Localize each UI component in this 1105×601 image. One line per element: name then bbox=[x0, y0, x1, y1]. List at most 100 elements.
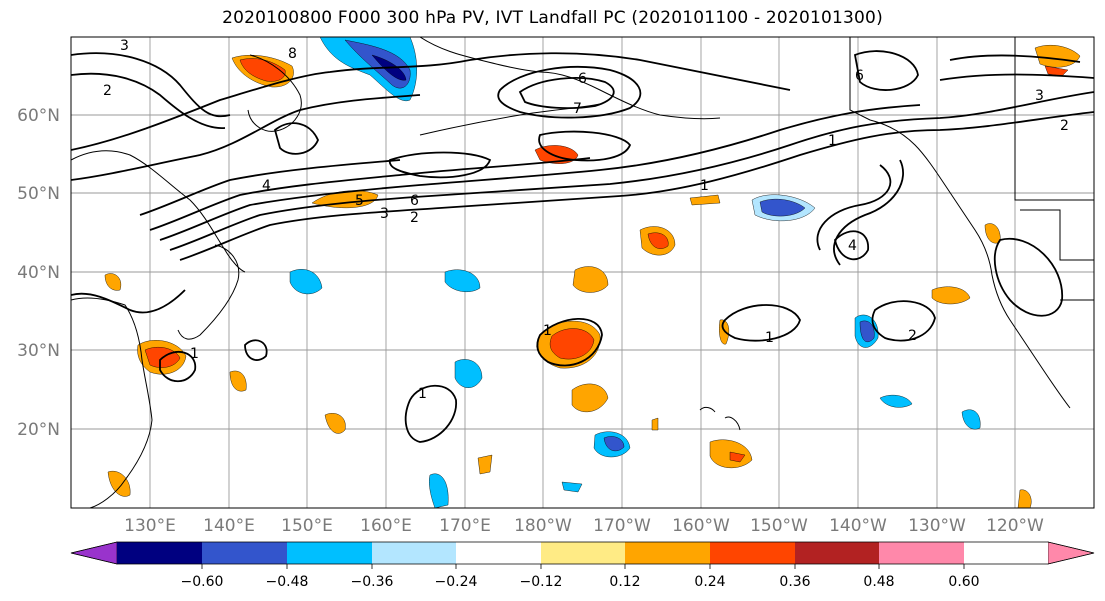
ivt-shading bbox=[104, 37, 1081, 508]
border-states bbox=[1020, 209, 1094, 261]
pv-contour-line bbox=[853, 50, 919, 91]
pv-contour-line bbox=[179, 111, 1094, 261]
colorbar-segment bbox=[287, 542, 372, 564]
contour-labels: 3 2 8 6 7 1 6 1 4 6 5 3 2 1 1 1 2 4 3 2 … bbox=[103, 38, 1069, 402]
coastline-north-america bbox=[849, 37, 1071, 409]
colorbar-tick-label: −0.48 bbox=[266, 574, 309, 590]
contour-label: 2 bbox=[410, 210, 419, 226]
colorbar-segment bbox=[456, 542, 541, 564]
colorbar-segment bbox=[625, 542, 710, 564]
shade-negative bbox=[879, 394, 913, 408]
lon-label: 170°E bbox=[439, 516, 491, 536]
colorbar-segment bbox=[795, 542, 879, 564]
shade-positive bbox=[104, 273, 122, 291]
shade-negative bbox=[429, 473, 449, 508]
pv-contour-line bbox=[71, 72, 226, 129]
pv-contour-line bbox=[536, 317, 603, 367]
shade-negative bbox=[454, 359, 483, 388]
colorbar-segment bbox=[372, 542, 456, 564]
coastline-hawaii bbox=[699, 406, 741, 431]
pv-contour-line bbox=[244, 339, 268, 361]
shade-positive bbox=[572, 266, 609, 293]
map-title: 2020100800 F000 300 hPa PV, IVT Landfall… bbox=[222, 8, 883, 28]
colorbar: −0.60 −0.48 −0.36 −0.24 −0.12 0.12 0.24 … bbox=[70, 541, 1095, 590]
lon-label: 150°E bbox=[281, 516, 333, 536]
shade-negative bbox=[961, 409, 981, 430]
pv-contour-line bbox=[993, 237, 1063, 317]
shade-positive bbox=[229, 370, 247, 392]
lat-label: 30°N bbox=[17, 341, 60, 361]
contour-label: 1 bbox=[700, 178, 709, 194]
shade-positive bbox=[324, 413, 346, 434]
graticule bbox=[71, 37, 1094, 508]
colorbar-extend-low bbox=[70, 541, 118, 565]
pv-contour-line bbox=[939, 73, 1094, 81]
pv-contour-line bbox=[71, 289, 186, 314]
contour-label: 4 bbox=[262, 178, 271, 194]
contour-label: 6 bbox=[578, 71, 587, 87]
shade-negative bbox=[561, 481, 583, 493]
contour-label: 3 bbox=[1035, 88, 1044, 104]
coastline-asia bbox=[71, 150, 246, 273]
colorbar-tick-label: −0.36 bbox=[351, 574, 394, 590]
lon-label: 130°W bbox=[908, 516, 966, 536]
pv-contour-line bbox=[721, 304, 801, 342]
pv-contour-line bbox=[273, 122, 319, 155]
pv-contour-line bbox=[159, 350, 196, 383]
shade-positive bbox=[571, 383, 609, 413]
contour-label: 6 bbox=[410, 193, 419, 209]
coastline-kamchatka bbox=[247, 54, 302, 132]
contour-label: 5 bbox=[355, 193, 364, 209]
shade-positive bbox=[689, 194, 721, 206]
colorbar-tick-label: −0.60 bbox=[181, 574, 224, 590]
shade-positive bbox=[647, 232, 669, 249]
pv-contour-line bbox=[833, 159, 904, 266]
shade-negative bbox=[759, 198, 806, 217]
contour-label: 1 bbox=[765, 330, 774, 346]
lon-label: 160°W bbox=[672, 516, 730, 536]
coastline-aleutians bbox=[419, 103, 601, 136]
shade-positive bbox=[549, 328, 595, 360]
colorbar-extend-high bbox=[1047, 541, 1095, 565]
lon-label: 160°E bbox=[360, 516, 412, 536]
coastline-asia bbox=[71, 297, 153, 508]
contour-label: 2 bbox=[908, 328, 917, 344]
colorbar-outline bbox=[70, 541, 1095, 565]
contour-label: 1 bbox=[543, 323, 552, 339]
colorbar-segment bbox=[117, 542, 202, 564]
coastlines bbox=[71, 37, 1094, 508]
shade-positive bbox=[477, 454, 493, 475]
lat-label: 60°N bbox=[17, 106, 60, 126]
colorbar-segment bbox=[879, 542, 964, 564]
pv-contour-line bbox=[538, 130, 632, 162]
pv-contour-line bbox=[834, 230, 869, 261]
lon-label: 120°W bbox=[986, 516, 1044, 536]
coastline-alaska bbox=[419, 37, 721, 120]
lat-label: 20°N bbox=[17, 420, 60, 440]
map-frame bbox=[70, 36, 1095, 509]
colorbar-tick-label: 0.12 bbox=[609, 574, 640, 590]
contour-label: 6 bbox=[855, 68, 864, 84]
pv-contour-line bbox=[169, 91, 1094, 251]
shade-negative bbox=[289, 269, 323, 295]
pv-contour-line bbox=[816, 164, 892, 251]
lon-label: 170°W bbox=[593, 516, 651, 536]
shade-positive bbox=[729, 451, 746, 463]
colorbar-tick-label: 0.24 bbox=[694, 574, 725, 590]
lat-label: 40°N bbox=[17, 263, 60, 283]
colorbar-tick-label: 0.48 bbox=[863, 574, 894, 590]
latitude-labels: 60°N 50°N 40°N 30°N 20°N bbox=[17, 106, 60, 440]
contour-label: 2 bbox=[1060, 118, 1069, 134]
colorbar-tick-label: −0.24 bbox=[435, 574, 478, 590]
pv-contour-line bbox=[71, 52, 231, 118]
lon-label: 180°W bbox=[514, 516, 572, 536]
pv-contour-line bbox=[149, 157, 591, 231]
shade-positive bbox=[1017, 489, 1032, 508]
colorbar-segment bbox=[964, 542, 1048, 564]
shade-positive bbox=[107, 470, 131, 497]
shade-negative bbox=[603, 436, 625, 452]
pv-contour-line bbox=[71, 94, 421, 181]
colorbar-tick-label: −0.12 bbox=[520, 574, 563, 590]
pv-contours bbox=[71, 50, 1094, 443]
